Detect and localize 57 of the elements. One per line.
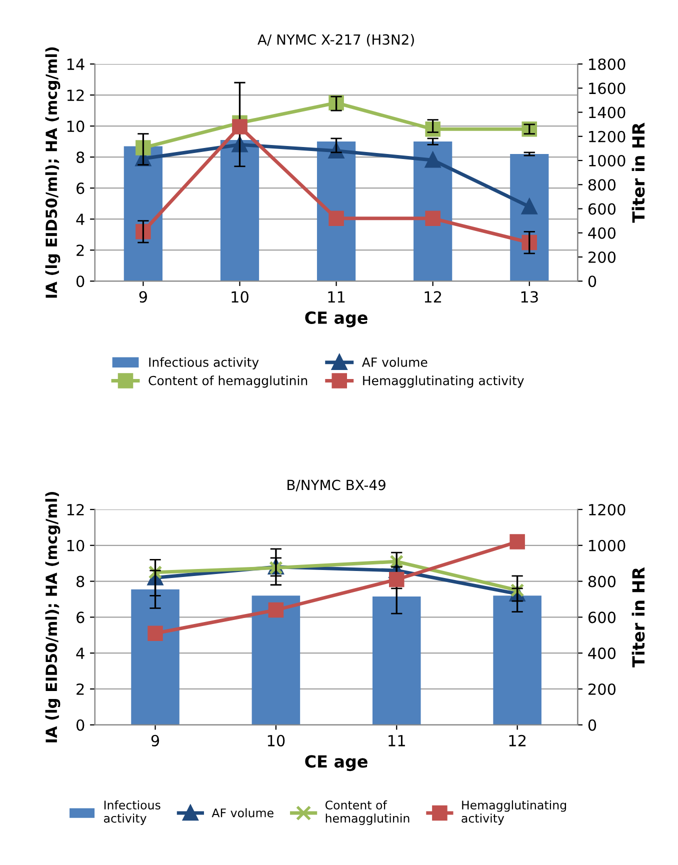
- y2-tick-label: 200: [588, 683, 616, 695]
- chart-title: B/NYMC BX-49: [288, 480, 386, 492]
- y2-tick-label: 1800: [589, 58, 626, 70]
- y-tick-label: 2: [76, 244, 84, 256]
- y2-tick-label: 800: [588, 179, 616, 191]
- x-tick-label: 9: [151, 734, 160, 746]
- x-tick-label: 12: [424, 291, 442, 302]
- y-tick-label: 8: [76, 152, 84, 164]
- y-tick-label: 14: [67, 58, 84, 70]
- y2-tick-label: 0: [588, 719, 596, 731]
- y-tick-label: 6: [76, 612, 84, 624]
- legend-label: Hemagglutinating activity: [363, 376, 524, 388]
- y2-tick-label: 1000: [589, 154, 626, 167]
- y-tick-label: 6: [76, 182, 84, 194]
- y-tick-label: 8: [76, 576, 84, 588]
- y-tick-label: 4: [76, 214, 84, 225]
- y-tick-label: 2: [76, 683, 84, 695]
- y2-tick-label: 1200: [589, 504, 626, 516]
- legend-label: AF volume: [362, 357, 428, 367]
- legend-label: Infectious activity: [104, 800, 160, 826]
- y2-tick-label: 0: [588, 276, 596, 288]
- y2-tick-label: 600: [588, 203, 616, 215]
- y-tick-label: 4: [76, 648, 84, 659]
- y2-tick-label: 1000: [589, 540, 626, 552]
- y2-tick-label: 1200: [589, 130, 626, 142]
- y-tick-label: 10: [67, 120, 84, 132]
- chart-title: A/ NYMC X-217 (H3N2): [258, 34, 414, 46]
- legend-label: AF volume: [212, 808, 274, 818]
- x-tick-label: 11: [328, 291, 345, 302]
- y2-tick-label: 600: [588, 612, 616, 624]
- y2-tick-label: 200: [588, 251, 616, 264]
- y-tick-label: 12: [67, 89, 84, 101]
- y2-tick-label: 400: [588, 227, 616, 239]
- y-axis-title: IA (lg EID50/ml); HA (mcg/ml): [45, 492, 60, 742]
- x-tick-label: 11: [388, 735, 405, 746]
- y-tick-label: 0: [76, 719, 84, 731]
- x-axis-title: CE age: [305, 755, 368, 772]
- y-axis-title: IA (lg EID50/ml); HA (mcg/ml): [45, 47, 60, 298]
- y-tick-label: 10: [67, 540, 84, 552]
- y2-axis-title: Titer in HR: [632, 122, 645, 223]
- legend-label: Content of hemagglutinin: [325, 800, 410, 826]
- x-tick-label: 13: [521, 291, 538, 303]
- y2-axis-title: Titer in HR: [632, 567, 645, 668]
- legend-label: Hemagglutinating activity: [462, 800, 566, 826]
- x-tick-label: 10: [232, 291, 248, 303]
- y2-tick-label: 800: [588, 576, 616, 588]
- y-tick-label: 0: [76, 276, 84, 288]
- y2-tick-label: 1400: [589, 106, 626, 118]
- y2-tick-label: 1600: [589, 82, 626, 94]
- x-tick-label: 9: [139, 291, 147, 303]
- x-tick-label: 10: [268, 734, 285, 746]
- y2-tick-label: 400: [588, 648, 616, 660]
- y-tick-label: 12: [67, 504, 84, 516]
- legend-label: Content of hemagglutinin: [148, 376, 308, 388]
- legend-label: Infectious activity: [149, 357, 259, 370]
- x-axis-title: CE age: [305, 311, 368, 328]
- x-tick-label: 12: [509, 734, 526, 746]
